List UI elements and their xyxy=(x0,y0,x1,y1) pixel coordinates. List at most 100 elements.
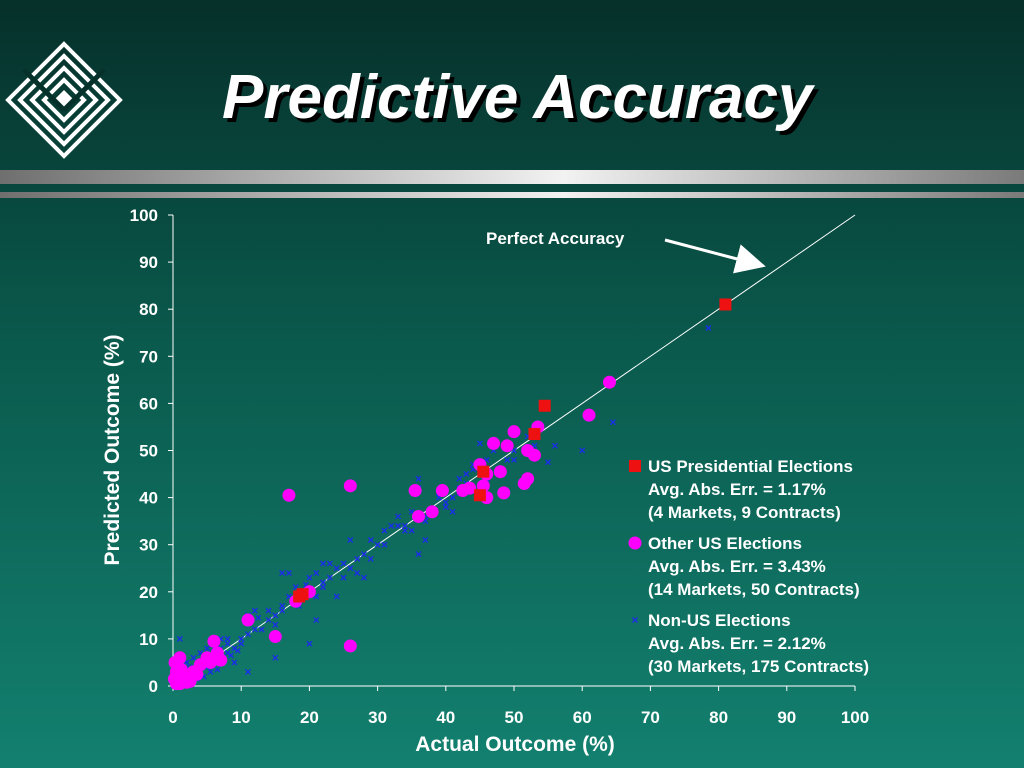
legend-name: Other US Elections xyxy=(648,534,802,553)
x-marker-stroke xyxy=(463,471,470,478)
circle-point xyxy=(497,486,511,500)
x-point xyxy=(272,612,279,619)
circle-point xyxy=(582,408,596,422)
x-marker-stroke xyxy=(285,569,292,576)
x-point xyxy=(227,652,234,659)
circle-point xyxy=(500,439,514,453)
x-marker-stroke xyxy=(395,522,402,529)
x-point xyxy=(422,536,429,543)
x-point xyxy=(224,640,231,647)
x-marker-stroke xyxy=(245,668,252,675)
x-marker-stroke xyxy=(313,617,320,624)
x-marker-stroke xyxy=(333,565,340,572)
x-tick-label: 30 xyxy=(368,708,387,727)
x-point xyxy=(401,522,408,529)
circle-point xyxy=(200,651,214,665)
x-marker-stroke xyxy=(234,647,241,654)
square-point xyxy=(528,428,541,441)
x-marker-stroke xyxy=(227,652,234,659)
x-point xyxy=(408,527,415,534)
x-marker-stroke xyxy=(272,621,279,628)
x-point xyxy=(231,659,238,666)
x-marker-stroke xyxy=(511,456,517,463)
x-point xyxy=(545,459,552,466)
x-point xyxy=(354,555,361,562)
x-tick-label: 40 xyxy=(436,708,455,727)
x-marker-stroke xyxy=(340,574,347,581)
x-point xyxy=(265,617,272,624)
y-tick-label: 70 xyxy=(139,347,158,366)
x-marker-stroke xyxy=(354,569,361,576)
x-marker-stroke xyxy=(381,527,388,534)
y-axis-title: Predicted Outcome (%) xyxy=(101,334,124,565)
x-marker-stroke xyxy=(245,631,252,638)
legend-item: US Presidential Elections Avg. Abs. Err. … xyxy=(629,457,853,522)
legend-item: Non-US Elections Avg. Abs. Err. = 2.12% (3… xyxy=(632,611,869,676)
legend: US Presidential Elections Avg. Abs. Err. … xyxy=(628,457,869,676)
square-point xyxy=(473,489,486,502)
x-marker-stroke xyxy=(326,560,333,567)
annotation-arrow xyxy=(664,238,766,274)
x-point xyxy=(395,513,402,520)
circle-point xyxy=(210,646,224,660)
x-marker-stroke xyxy=(449,494,456,501)
y-tick-label: 90 xyxy=(139,253,158,272)
x-point xyxy=(579,447,586,454)
x-point xyxy=(326,574,333,581)
x-marker-stroke xyxy=(231,659,238,666)
x-marker-stroke xyxy=(442,504,449,511)
x-point xyxy=(388,522,395,529)
title-divider xyxy=(0,170,1024,198)
x-point xyxy=(551,442,558,449)
x-marker-stroke xyxy=(579,447,586,454)
circle-point xyxy=(476,479,490,493)
circle-point xyxy=(180,675,194,689)
legend-detail: Avg. Abs. Err. = 2.12% xyxy=(648,634,826,653)
x-tick-label: 70 xyxy=(641,708,660,727)
x-marker-stroke xyxy=(415,551,422,558)
x-tick-label: 20 xyxy=(300,708,319,727)
x-point xyxy=(401,527,408,534)
x-point xyxy=(340,560,347,567)
series-x xyxy=(173,325,712,688)
legend-detail: Avg. Abs. Err. = 3.43% xyxy=(648,557,826,576)
x-point xyxy=(279,602,286,609)
x-point xyxy=(449,494,456,501)
x-point xyxy=(224,635,231,642)
x-marker-stroke xyxy=(279,602,286,609)
x-tick-label: 90 xyxy=(777,708,796,727)
x-point xyxy=(354,569,361,576)
x-point xyxy=(320,584,327,591)
x-tick-label: 100 xyxy=(841,708,869,727)
circle-point xyxy=(487,436,501,450)
y-tick-label: 20 xyxy=(139,583,158,602)
x-marker-stroke xyxy=(442,499,449,506)
x-marker-stroke xyxy=(207,668,214,675)
series-circle xyxy=(167,375,616,691)
x-point xyxy=(456,475,463,482)
x-point xyxy=(214,666,221,673)
x-point xyxy=(224,650,231,657)
x-point xyxy=(511,456,517,463)
x-marker-stroke xyxy=(197,650,204,657)
x-point xyxy=(176,635,183,642)
x-point xyxy=(504,456,511,463)
data-points xyxy=(167,298,732,691)
x-marker-stroke xyxy=(545,459,552,466)
y-tick-label: 40 xyxy=(139,489,158,508)
square-point xyxy=(477,465,490,478)
x-marker-stroke xyxy=(190,654,197,661)
circle-point xyxy=(173,651,187,665)
x-point xyxy=(415,551,422,558)
x-marker-stroke xyxy=(302,581,309,588)
square-point xyxy=(719,298,732,311)
x-tick-label: 80 xyxy=(709,708,728,727)
x-marker-stroke xyxy=(238,635,245,642)
x-point xyxy=(463,471,470,478)
chart-axes xyxy=(168,214,856,691)
x-tick-label: 10 xyxy=(232,708,251,727)
x-point xyxy=(381,527,388,534)
x-marker-stroke xyxy=(609,419,616,426)
x-marker-stroke xyxy=(285,593,292,600)
x-point xyxy=(347,536,354,543)
